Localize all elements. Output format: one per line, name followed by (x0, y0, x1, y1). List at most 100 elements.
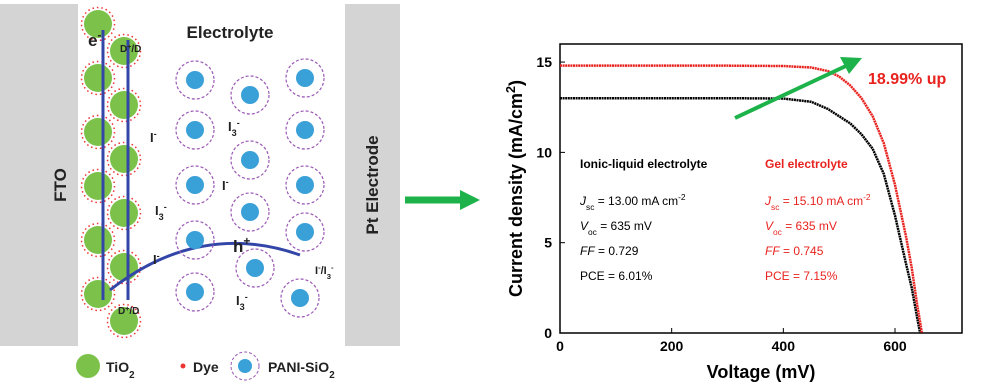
text-part: Pt Electrode (363, 135, 382, 234)
text-part: PCE = 6.01% (580, 269, 653, 283)
text-part: - (226, 177, 229, 187)
diagram-label: D+/D (120, 44, 141, 56)
text-part: /I (321, 265, 327, 277)
text-part: - (318, 263, 321, 272)
text-part: Current density (mA/cm (506, 93, 526, 297)
text-part: 2 (129, 370, 135, 381)
tio2-particle (84, 226, 112, 254)
diagram-label: I3- (155, 202, 167, 222)
sio2-core (296, 69, 314, 87)
x-tick-label: 600 (883, 338, 907, 354)
annotation-arrow (734, 63, 849, 120)
pani-shell (280, 278, 320, 318)
tio2-particle (110, 199, 138, 227)
diagram-label: I- (222, 177, 229, 193)
text-part: = 13.00 mA cm (594, 194, 678, 208)
pani-shell (230, 192, 270, 232)
x-tick-label: 0 (556, 338, 564, 354)
series-stat: Jsc = 15.10 mA cm-2 (764, 192, 871, 212)
dye-shell (106, 303, 142, 339)
sio2-core (241, 151, 259, 169)
text-part: I (222, 178, 226, 193)
diagram-label: Electrolyte (187, 23, 274, 42)
pt-electrode (345, 4, 400, 346)
text-part: sc (771, 202, 779, 212)
legend-title: Gel electrolyte (765, 157, 848, 171)
sio2-core (296, 176, 314, 194)
tio2-particle (110, 307, 138, 335)
y-tick-label: 0 (544, 325, 552, 341)
diagram-label: I-/I3- (315, 263, 334, 281)
text-part: Electrolyte (187, 23, 274, 42)
dye-shell (106, 195, 142, 231)
text-part: Voltage (mV) (707, 362, 816, 382)
dye-shell (106, 249, 142, 285)
text-part: = 0.729 (595, 244, 639, 258)
text-part: Dye (193, 359, 219, 375)
pani-shell (175, 220, 215, 260)
tio2-particle (110, 145, 138, 173)
sio2-core (296, 223, 314, 241)
text-part: - (157, 251, 160, 261)
text-part: + (243, 234, 250, 248)
text-part: D (120, 44, 127, 55)
pani-shell (175, 272, 215, 312)
text-part: 3 (240, 302, 245, 312)
y-tick-label: 10 (536, 144, 552, 160)
tio2-particle (84, 172, 112, 200)
text-part: V (765, 219, 774, 233)
fto-layer (0, 4, 78, 346)
series-stat: Jsc = 13.00 mA cm-2 (579, 192, 686, 212)
diagram-label: I3- (228, 118, 240, 138)
legend-title: Ionic-liquid electrolyte (580, 157, 708, 171)
text-part: I (150, 130, 154, 145)
dye-shell (106, 141, 142, 177)
dye-shell (106, 87, 142, 123)
text-part: -2 (678, 192, 686, 202)
text-part: - (331, 263, 334, 272)
pani-shell (285, 165, 325, 205)
legend-tio2 (76, 354, 100, 378)
text-part: 3 (232, 128, 237, 138)
text-part: FF (580, 244, 595, 258)
diagram-label: I3- (236, 292, 248, 312)
series-line (560, 64, 924, 334)
text-part: FF (765, 244, 780, 258)
x-tick-label: 200 (660, 338, 684, 354)
text-part: TiO (106, 359, 129, 375)
dye-shell (80, 114, 116, 150)
diagram-label: D+/D (118, 306, 139, 318)
diagram-label: FTO (51, 168, 70, 202)
series-stat: Voc = 635 mV (765, 219, 837, 237)
tio2-particle (84, 280, 112, 308)
pani-shell (175, 165, 215, 205)
sio2-core (186, 121, 204, 139)
text-part: J (764, 194, 772, 208)
text-part: - (245, 292, 248, 302)
text-part: D (118, 306, 125, 317)
text-part: + (125, 306, 129, 313)
text-part: = 15.10 mA cm (779, 194, 863, 208)
diagram-label: TiO2 (106, 359, 135, 381)
text-part: 3 (159, 212, 164, 222)
tio2-particle (110, 37, 138, 65)
series-stat: FF = 0.745 (765, 244, 824, 258)
diagram-label: h+ (233, 234, 250, 256)
dye-shell (80, 168, 116, 204)
pani-shell (235, 248, 275, 288)
text-part: FTO (51, 168, 70, 202)
diagram-label: PANI-SiO2 (268, 359, 335, 381)
transition-arrow-head (460, 190, 480, 210)
annotation-arrow-head (840, 57, 862, 74)
dye-shell (106, 33, 142, 69)
pani-shell (230, 75, 270, 115)
legend-dye (180, 363, 186, 369)
text-part: oc (773, 227, 782, 237)
sio2-core (246, 259, 264, 277)
text-part: - (237, 118, 240, 128)
text-part: PCE = 7.15% (765, 269, 838, 283)
pani-shell (175, 60, 215, 100)
dye-shell (80, 6, 116, 42)
dye-shell (80, 222, 116, 258)
